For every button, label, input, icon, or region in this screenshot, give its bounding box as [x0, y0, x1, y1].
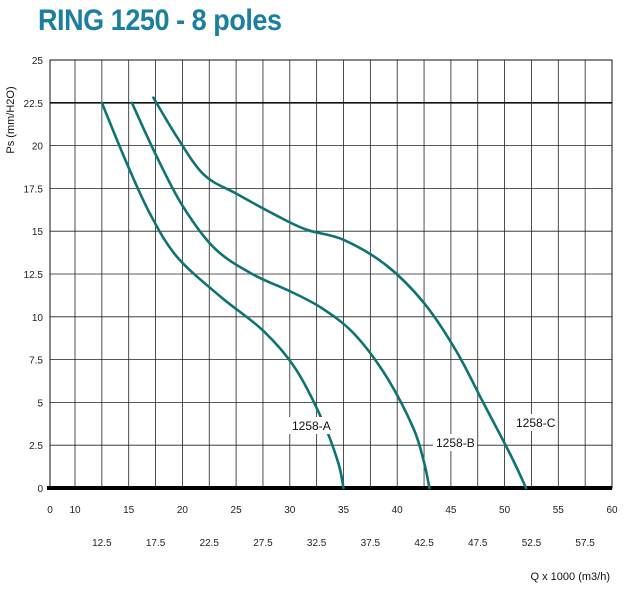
y-tick-label: 10 [32, 313, 44, 324]
x-tick-label: 45 [445, 505, 457, 516]
y-tick-label: 12.5 [24, 270, 44, 281]
series-line-1258-B [130, 101, 431, 490]
y-tick-label: 0 [37, 484, 43, 495]
series-label-background [513, 414, 557, 431]
x-tick-label: 40 [392, 505, 404, 516]
x-tick-label: 22.5 [200, 538, 220, 549]
chart-title: RING 1250 - 8 poles [38, 4, 282, 37]
y-tick-label: 25 [32, 56, 44, 67]
x-tick-label: 52.5 [522, 538, 542, 549]
x-tick-label: 50 [499, 505, 511, 516]
x-tick-label: 17.5 [146, 538, 166, 549]
y-tick-label: 20 [32, 142, 44, 153]
x-tick-label: 20 [177, 505, 189, 516]
y-tick-label: 17.5 [24, 184, 44, 195]
x-tick-label: 12.5 [92, 538, 112, 549]
series-label: 1258-B [436, 436, 475, 450]
series-label: 1258-A [292, 419, 331, 433]
x-axis-label: Q x 1000 (m3/h) [531, 571, 610, 583]
y-tick-label: 5 [37, 398, 43, 409]
x-tick-label: 35 [338, 505, 350, 516]
x-tick-label: 32.5 [307, 538, 327, 549]
series-label-background [289, 417, 333, 434]
x-tick-label: 15 [123, 505, 135, 516]
y-tick-label: 7.5 [29, 356, 43, 367]
series-line-1258-C [152, 96, 528, 490]
series-line-1258-A [100, 101, 345, 490]
x-tick-label: 27.5 [253, 538, 273, 549]
y-tick-label: 15 [32, 227, 44, 238]
series-label-background [433, 434, 477, 451]
x-tick-label: 57.5 [575, 538, 595, 549]
x-tick-label: 55 [553, 505, 565, 516]
x-tick-label: 60 [606, 505, 618, 516]
y-tick-label: 22.5 [24, 99, 44, 110]
x-tick-label: 37.5 [361, 538, 381, 549]
x-tick-label: 42.5 [414, 538, 434, 549]
x-tick-label: 0 [47, 505, 53, 516]
y-tick-label: 2.5 [29, 441, 43, 452]
x-tick-label: 30 [284, 505, 296, 516]
series-label: 1258-C [516, 416, 556, 430]
y-axis-label: Ps (mm/H2O) [5, 86, 17, 153]
x-tick-label: 47.5 [468, 538, 488, 549]
x-tick-label: 10 [69, 505, 81, 516]
x-tick-label: 25 [231, 505, 243, 516]
